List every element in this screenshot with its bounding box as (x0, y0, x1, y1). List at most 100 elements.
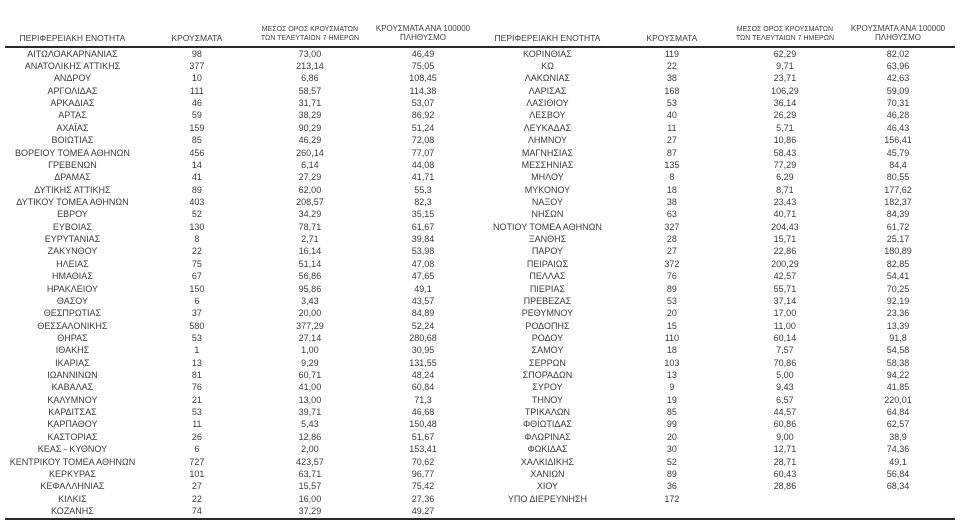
cases-cell: 89 (191, 184, 202, 195)
per100k-cell: 280,68 (409, 332, 437, 343)
avg7-cell: 60,43 (773, 468, 797, 479)
region-cell: ΥΠΟ ΔΙΕΡΕΥΝΗΣΗ (507, 493, 587, 504)
region-cell: ΚΩ (541, 61, 554, 72)
cases-cell: 38 (666, 73, 677, 84)
per100k-cell: 35,15 (411, 209, 435, 220)
table-header-right: ΠΕΡΙΦΕΡΕΙΑΚΗ ΕΝΟΤΗΤΑ ΚΡΟΥΣΜΑΤΑ ΜΕΣΟΣ ΟΡΟ… (480, 0, 955, 48)
avg7-cell: 22,86 (773, 246, 797, 257)
cases-cell: 101 (189, 468, 205, 479)
table-row: ΚΑΣΤΟΡΙΑΣ 26 12,86 51,67 (5, 431, 480, 443)
col-header-region: ΠΕΡΙΦΕΡΕΙΑΚΗ ΕΝΟΤΗΤΑ (19, 32, 126, 43)
cases-cell: 37 (191, 308, 202, 319)
table-row: ΛΕΣΒΟΥ 40 26,29 46,28 (480, 110, 955, 122)
cases-cell: 20 (666, 431, 677, 442)
per100k-cell: 71,3 (414, 394, 432, 405)
table-row: ΡΟΔΟΥ 110 60,14 91,8 (480, 332, 955, 344)
avg7-cell: 60,71 (298, 370, 322, 381)
avg7-cell: 60,86 (773, 419, 797, 430)
avg7-cell: 40,71 (773, 209, 797, 220)
table-row: ΡΟΔΟΠΗΣ 15 11,00 13,39 (480, 320, 955, 332)
per100k-cell: 52,24 (411, 320, 435, 331)
region-cell: ΗΜΑΘΙΑΣ (52, 271, 93, 282)
table-row: ΚΟΡΙΝΘΙΑΣ 119 62,29 82,02 (480, 48, 955, 60)
avg7-cell: 77,29 (773, 159, 797, 170)
table-row: ΠΡΕΒΕΖΑΣ 53 37,14 92,19 (480, 295, 955, 307)
region-cell: ΑΡΤΑΣ (58, 110, 87, 121)
region-cell: ΚΑΛΥΜΝΟΥ (47, 394, 98, 405)
avg7-cell: 20,00 (298, 308, 322, 319)
avg7-cell: 1,00 (301, 345, 319, 356)
table-row: ΛΕΥΚΑΔΑΣ 11 5,71 46,43 (480, 122, 955, 134)
table-row: ΙΩΑΝΝΙΝΩΝ 81 60,71 48,24 (5, 369, 480, 381)
cases-cell: 377 (189, 61, 205, 72)
avg7-cell: 44,57 (773, 407, 797, 418)
cases-cell: 76 (191, 382, 202, 393)
table-row: ΚΕΝΤΡΙΚΟΥ ΤΟΜΕΑ ΑΘΗΝΩΝ 727 423,57 70,62 (5, 456, 480, 468)
region-cell: ΚΑΣΤΟΡΙΑΣ (47, 431, 98, 442)
cases-cell: 89 (666, 468, 677, 479)
region-cell: ΞΑΝΘΗΣ (528, 234, 567, 245)
table-row: ΛΗΜΝΟΥ 27 10,86 156,41 (480, 135, 955, 147)
table-row: ΛΑΚΩΝΙΑΣ 38 23,71 42,63 (480, 73, 955, 85)
table-row: ΜΗΛΟΥ 8 6,29 80,55 (480, 172, 955, 184)
cases-table-right: ΠΕΡΙΦΕΡΕΙΑΚΗ ΕΝΟΤΗΤΑ ΚΡΟΥΣΜΑΤΑ ΜΕΣΟΣ ΟΡΟ… (480, 0, 955, 505)
col-header-region: ΠΕΡΙΦΕΡΕΙΑΚΗ ΕΝΟΤΗΤΑ (494, 32, 601, 43)
per100k-cell: 63,96 (886, 61, 910, 72)
region-cell: ΠΕΛΛΑΣ (529, 271, 566, 282)
cases-cell: 74 (191, 505, 202, 516)
per100k-cell: 51,67 (411, 431, 435, 442)
table-body-left: ΑΙΤΩΛΟΑΚΑΡΝΑΝΙΑΣ 98 73,00 46,49 ΑΝΑΤΟΛΙΚ… (5, 48, 480, 518)
region-cell: ΑΡΓΟΛΙΔΑΣ (47, 85, 98, 96)
cases-cell: 1 (194, 345, 200, 356)
col-header-7day-average-line2: ΤΩΝ ΤΕΛΕΥΤΑΙΩΝ 7 ΗΜΕΡΩΝ (260, 34, 360, 42)
avg7-cell: 423,57 (296, 456, 324, 467)
cases-cell: 38 (666, 196, 677, 207)
avg7-cell: 23,43 (773, 196, 797, 207)
region-cell: ΙΚΑΡΙΑΣ (55, 357, 90, 368)
cases-cell: 119 (664, 48, 680, 59)
avg7-cell: 31,71 (298, 98, 322, 109)
region-cell: ΚΕΡΚΥΡΑΣ (48, 468, 96, 479)
avg7-cell: 62,29 (773, 48, 797, 59)
region-cell: ΑΝΑΤΟΛΙΚΗΣ ΑΤΤΙΚΗΣ (24, 61, 121, 72)
table-row: ΚΑΛΥΜΝΟΥ 21 13,00 71,3 (5, 394, 480, 406)
avg7-cell: 46,29 (298, 135, 322, 146)
avg7-cell: 58,43 (773, 147, 797, 158)
table-row: ΕΥΒΟΙΑΣ 130 78,71 61,67 (5, 221, 480, 233)
cases-cell: 30 (666, 444, 677, 455)
table-row: ΑΡΓΟΛΙΔΑΣ 111 58,57 114,38 (5, 85, 480, 97)
region-cell: ΕΒΡΟΥ (57, 209, 88, 220)
table-row: ΚΕΡΚΥΡΑΣ 101 63,71 96,77 (5, 468, 480, 480)
per100k-cell: 62,57 (886, 419, 910, 430)
avg7-cell: 208,57 (296, 196, 324, 207)
cases-cell: 6 (194, 444, 200, 455)
table-row: ΑΝΔΡΟΥ 10 6,86 108,45 (5, 73, 480, 85)
region-cell: ΣΑΜΟΥ (531, 345, 564, 356)
cases-cell: 26 (191, 431, 202, 442)
col-header-per-100k: ΚΡΟΥΣΜΑΤΑ ΑΝΑ 100000 ΠΛΗΘΥΣΜΟ (366, 24, 480, 46)
cases-cell: 27 (666, 135, 677, 146)
region-cell: ΑΧΑΪΑΣ (56, 122, 89, 133)
per100k-cell: 82,85 (886, 258, 910, 269)
cases-cell: 85 (191, 135, 202, 146)
per100k-cell: 77,07 (411, 147, 435, 158)
per100k-cell: 75,05 (411, 61, 435, 72)
cases-cell: 372 (664, 258, 680, 269)
table-row: ΣΥΡΟΥ 9 9,43 41,85 (480, 382, 955, 394)
table-row: ΣΑΜΟΥ 18 7,57 54,58 (480, 345, 955, 357)
cases-cell: 75 (191, 258, 202, 269)
per100k-cell: 92,19 (886, 295, 910, 306)
avg7-cell: 6,14 (301, 159, 319, 170)
region-cell: ΒΟΡΕΙΟΥ ΤΟΜΕΑ ΑΘΗΝΩΝ (15, 147, 130, 158)
region-cell: ΙΩΑΝΝΙΝΩΝ (47, 370, 98, 381)
avg7-cell: 28,71 (773, 456, 797, 467)
cases-cell: 13 (191, 357, 202, 368)
avg7-cell: 13,00 (298, 394, 322, 405)
cases-cell: 46 (191, 98, 202, 109)
cases-cell: 159 (189, 122, 205, 133)
table-row: ΑΙΤΩΛΟΑΚΑΡΝΑΝΙΑΣ 98 73,00 46,49 (5, 48, 480, 60)
region-cell: ΘΑΣΟΥ (56, 295, 88, 306)
cases-cell: 53 (191, 407, 202, 418)
cases-cell: 8 (669, 172, 675, 183)
per100k-cell: 42,63 (886, 73, 910, 84)
